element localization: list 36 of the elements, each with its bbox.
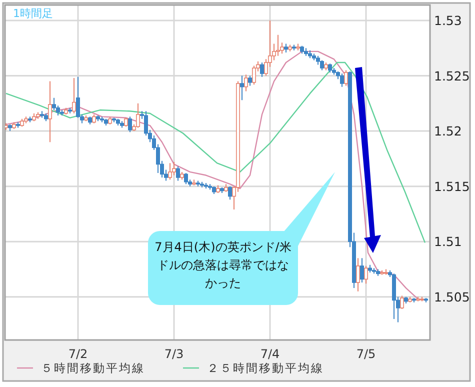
legend-label: ５時間移動平均線 — [41, 361, 145, 375]
y-tick-label: 1.51 — [434, 234, 462, 250]
candlestick — [260, 62, 264, 78]
candlestick — [48, 80, 52, 143]
y-tick-label: 1.515 — [434, 178, 470, 194]
x-tick-label: 7/3 — [164, 347, 184, 361]
y-tick-label: 1.52 — [434, 124, 462, 139]
candlestick — [364, 265, 368, 284]
candlestick — [228, 186, 232, 200]
candlestick — [240, 75, 244, 101]
annotation: 7月4日(木)の英ポンド/米ドルの急落は尋常ではなかった — [154, 240, 292, 290]
candlestick — [176, 166, 180, 182]
chart-title: 1時間足 — [13, 7, 53, 20]
candlestick — [400, 295, 404, 310]
candlestick — [360, 258, 364, 284]
candlestick — [128, 116, 132, 133]
legend-label: ２５時間移動平均線 — [207, 361, 324, 375]
candlestick — [248, 75, 252, 86]
x-tick-label: 7/5 — [356, 347, 376, 361]
candlestick — [340, 73, 344, 88]
y-tick-label: 1.525 — [434, 68, 470, 84]
candlestick — [344, 70, 348, 86]
y-tick-label: 1.505 — [434, 289, 470, 304]
candlestick — [356, 258, 360, 292]
y-tick-label: 1.53 — [434, 12, 462, 28]
candlestick — [252, 65, 256, 86]
x-tick-label: 7/4 — [260, 347, 280, 361]
x-tick-label: 7/2 — [68, 347, 88, 361]
candlestick — [276, 34, 280, 56]
candlestick — [244, 74, 248, 92]
candlestick — [72, 77, 76, 114]
candlestick — [172, 161, 176, 176]
candlestick — [320, 60, 324, 71]
candlestick — [184, 172, 188, 185]
candlestick — [136, 102, 140, 128]
candlestick — [168, 162, 172, 180]
